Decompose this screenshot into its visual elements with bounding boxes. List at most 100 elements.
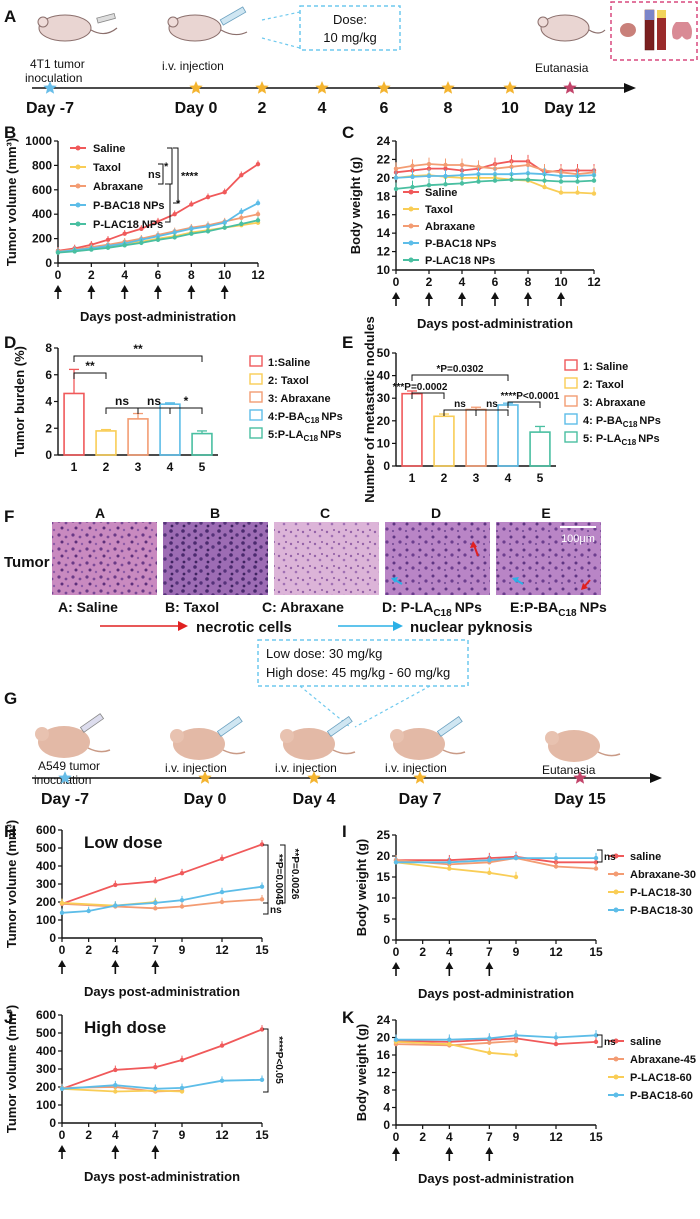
timeline-tick-label: Day 12 — [544, 100, 596, 117]
data-point — [219, 1043, 225, 1048]
x-axis-label: Days post-administration — [418, 1171, 574, 1186]
data-point — [447, 1041, 452, 1047]
y-tick-label: 2 — [45, 421, 52, 435]
mouse-euthanasia-icon — [537, 14, 606, 42]
data-point — [255, 218, 261, 223]
significance-bracket — [443, 409, 477, 416]
y-tick-label: 0 — [49, 931, 56, 945]
y-tick-label: 6 — [45, 368, 52, 382]
timeline-star — [441, 81, 455, 94]
histology-image-abraxane — [274, 522, 379, 595]
mouse-injection-3-icon — [390, 715, 466, 760]
y-tick-label: 5 — [383, 912, 390, 926]
legend-marker — [408, 206, 414, 212]
y-tick-label: 0 — [383, 933, 390, 947]
x-tick-label: 4 — [446, 1130, 453, 1144]
x-tick-label: 4 — [459, 275, 466, 289]
mouse-injection-2-icon — [280, 715, 356, 760]
legend-swatch — [249, 409, 263, 421]
x-tick-label: 12 — [587, 275, 601, 289]
x-tick-label: 9 — [179, 943, 186, 957]
legend-marker — [408, 223, 414, 229]
bar — [529, 431, 551, 467]
data-point — [105, 237, 111, 243]
significance-label: ns — [604, 852, 616, 863]
data-point — [255, 201, 261, 206]
data-point — [179, 898, 185, 903]
data-point — [513, 855, 519, 861]
y-tick-label: 8 — [45, 341, 52, 355]
x-tick-label: 0 — [59, 943, 66, 957]
data-point — [593, 1033, 599, 1038]
data-point — [122, 231, 127, 236]
dose-box-g — [257, 639, 469, 687]
significance-label: ** — [133, 342, 143, 356]
data-point — [205, 229, 211, 234]
data-point — [222, 190, 227, 195]
x-tick-label: 4 — [446, 945, 453, 959]
data-point — [443, 162, 448, 168]
data-point — [487, 1036, 492, 1041]
x-tick-label: 2 — [88, 268, 95, 282]
bar — [433, 415, 455, 467]
legend-label: P-LAC18-30 — [630, 887, 692, 899]
histology-image-saline — [52, 522, 157, 595]
data-point — [393, 175, 399, 181]
timeline-g-tick-label: Day -7 — [41, 791, 89, 808]
data-point — [239, 221, 244, 227]
x-tick-label: 12 — [215, 943, 229, 957]
data-point — [593, 866, 599, 871]
dosing-arrow-head — [151, 1145, 160, 1152]
legend-label: P-BAC18-60 — [630, 1090, 693, 1102]
dosing-arrow-head — [151, 960, 160, 967]
significance-label: * — [164, 161, 169, 173]
data-point — [542, 184, 547, 190]
significance-label: ns — [604, 1037, 616, 1048]
panel-letter-j: J — [4, 1008, 13, 1027]
y-tick-label: 600 — [36, 1008, 56, 1022]
data-point — [179, 1089, 185, 1094]
timeline-tick-label: 8 — [444, 100, 453, 117]
x-tick-label: 12 — [549, 945, 563, 959]
dose-box-line-1: Dose: — [333, 12, 367, 27]
data-point — [459, 162, 465, 168]
significance-bracket — [73, 355, 203, 362]
significance-label: *P=0.0302 — [437, 364, 484, 375]
dosing-arrow-head — [120, 285, 129, 292]
data-point — [179, 1085, 185, 1091]
data-point — [122, 243, 127, 248]
y-tick-label: 12 — [377, 245, 391, 259]
legend-label: Saline — [425, 187, 457, 199]
legend-marker — [613, 1056, 619, 1062]
data-point — [89, 247, 94, 252]
legend-label: Abraxane — [93, 181, 143, 193]
x-tick-label: 5 — [199, 460, 206, 474]
x-tick-label: 4 — [112, 1128, 119, 1142]
legend-label: P-LAC18 NPs — [425, 255, 495, 267]
data-point — [113, 1089, 118, 1094]
data-point — [426, 173, 432, 179]
bar — [401, 392, 423, 467]
significance-label: ****P<0.0001 — [501, 391, 560, 402]
timeline-star — [315, 81, 329, 94]
data-point — [513, 874, 519, 880]
histology-letter-c: C — [320, 505, 330, 521]
legend-marker — [613, 853, 619, 859]
significance-label: ns — [148, 169, 161, 181]
data-point — [189, 231, 194, 236]
x-tick-label: 5 — [537, 471, 544, 485]
mouse-injection-1-icon — [170, 715, 246, 760]
data-point — [59, 900, 65, 906]
y-tick-label: 800 — [32, 158, 52, 172]
y-axis-label: Tumor volume (mm³) — [4, 138, 19, 266]
histology-letter-a: A — [95, 505, 105, 521]
legend-label: Abraxane — [425, 221, 475, 233]
significance-label: ns — [115, 394, 129, 408]
data-point — [219, 1078, 225, 1083]
legend-swatch — [564, 359, 578, 371]
caption-pla: D: P-LAC18 NPs — [382, 599, 482, 619]
data-point — [447, 860, 452, 865]
data-point — [393, 166, 399, 171]
y-tick-label: 500 — [36, 841, 56, 855]
